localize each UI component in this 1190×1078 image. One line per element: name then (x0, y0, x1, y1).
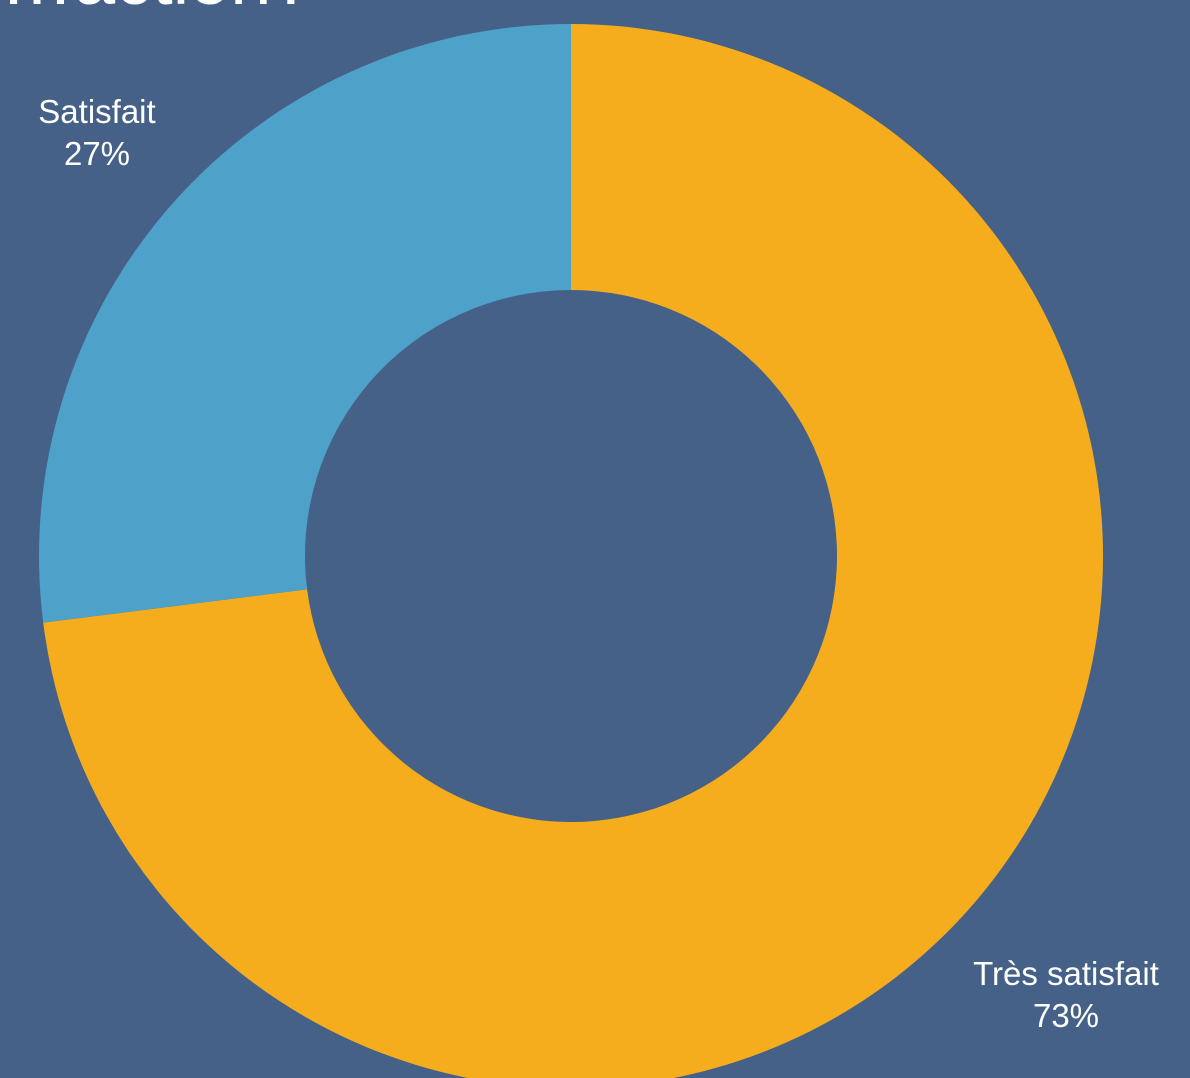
slices-layer (38, 24, 1103, 1078)
slice-label: Très satisfait 73% (973, 955, 1159, 1034)
slice-label: Satisfait 27% (38, 93, 155, 172)
slice-label-percent: 27% (64, 135, 130, 172)
slice-label-name: Satisfait (38, 93, 155, 130)
donut-slice-satisfait (38, 24, 571, 623)
slice-label-percent: 73% (1033, 997, 1099, 1034)
chart-title: …action? (0, 0, 313, 16)
slice-label-name: Très satisfait (973, 955, 1159, 992)
labels-layer: Très satisfait 73% Satisfait 27% (38, 93, 1159, 1034)
title-area: …action? (0, 0, 1190, 24)
donut-slice-tr-s-satisfait (43, 24, 1103, 1078)
